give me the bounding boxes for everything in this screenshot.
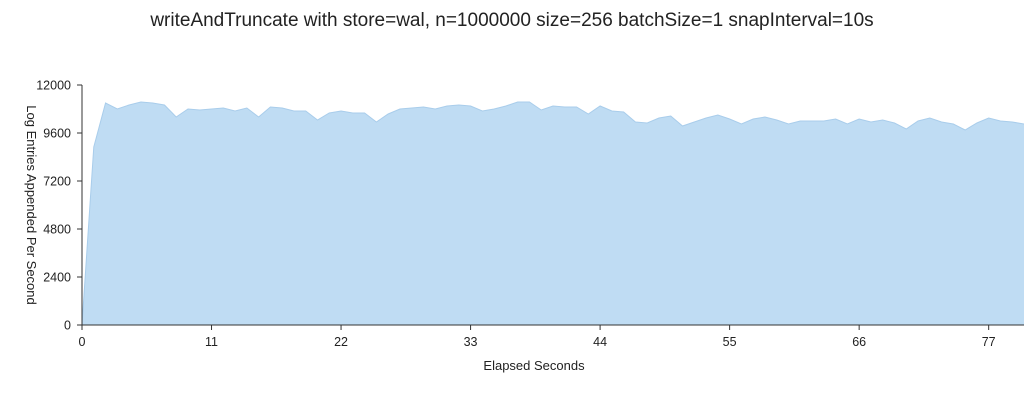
x-tick-label: 55	[723, 335, 737, 349]
y-tick-label: 7200	[43, 175, 71, 189]
axes: 0 11 22 33 44 55 66 77 0 2400 4800 7200 9600 12000	[36, 79, 1024, 349]
x-tick-label: 44	[593, 335, 607, 349]
x-tick-label: 66	[852, 335, 866, 349]
y-tick-label: 12000	[36, 79, 71, 93]
x-tick-label: 22	[334, 335, 348, 349]
y-axis-title: Log Entries Appended Per Second	[24, 105, 39, 304]
x-axis-title: Elapsed Seconds	[483, 358, 585, 373]
x-tick-label: 11	[205, 335, 218, 349]
plot-area	[81, 101, 1024, 326]
series-line	[81, 101, 1024, 326]
x-tick-label: 77	[982, 335, 996, 349]
x-tick-label: 0	[79, 335, 86, 349]
y-tick-label: 0	[64, 319, 71, 333]
y-tick-label: 9600	[43, 127, 71, 141]
x-tick-label: 33	[464, 335, 478, 349]
area-fill	[82, 102, 1024, 325]
y-tick-label: 2400	[43, 271, 71, 285]
chart-title: writeAndTruncate with store=wal, n=10000…	[150, 10, 874, 31]
y-tick-label: 4800	[43, 223, 71, 237]
